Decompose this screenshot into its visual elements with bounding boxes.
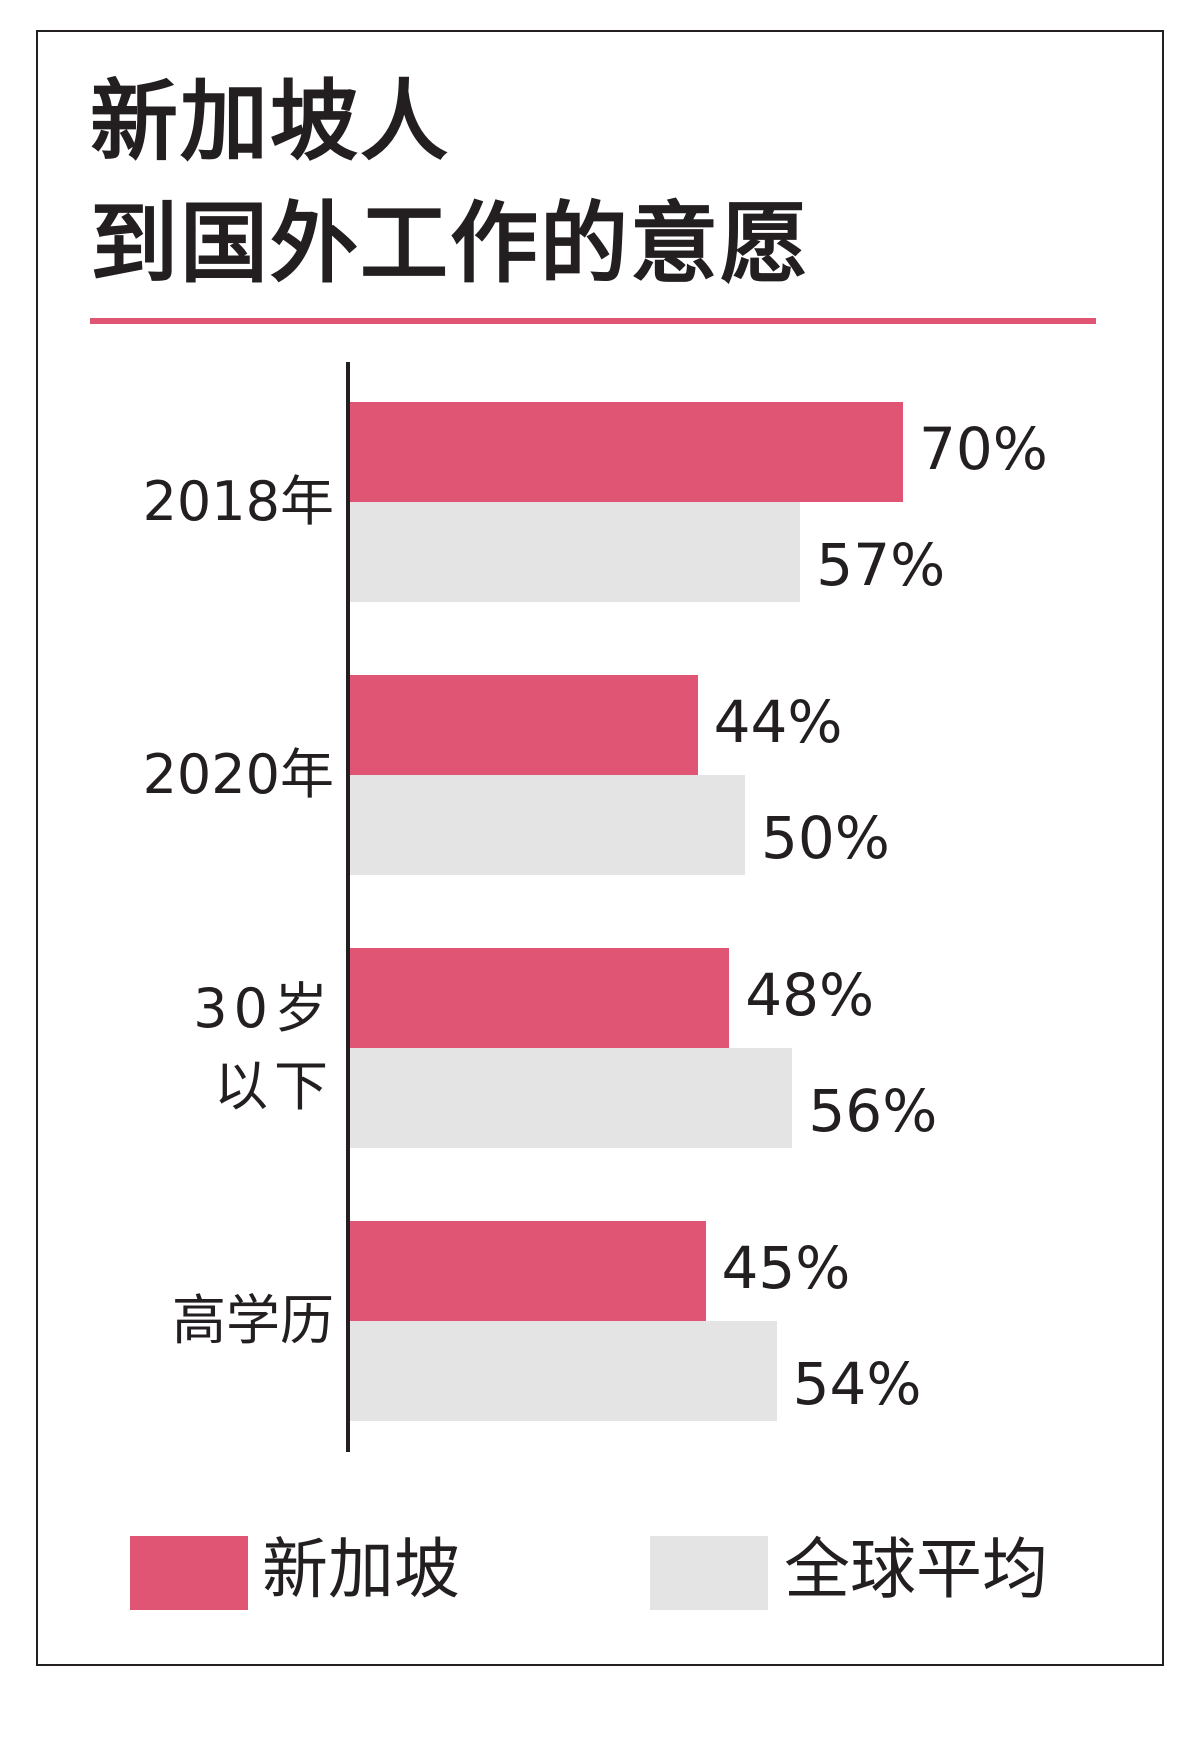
- data-label: 56%: [808, 1077, 938, 1145]
- legend-swatch-singapore: [130, 1536, 248, 1610]
- chart-title-line-2: 到国外工作的意愿: [90, 192, 811, 295]
- bar: [350, 675, 698, 775]
- legend-swatch-global-average: [650, 1536, 768, 1610]
- category-label: 2018年: [142, 470, 334, 533]
- legend-label-singapore: 新加坡: [262, 1531, 460, 1608]
- data-label: 50%: [761, 804, 890, 872]
- category-label: 高学历: [172, 1289, 334, 1352]
- data-label: 70%: [919, 415, 1048, 483]
- data-label: 48%: [745, 961, 875, 1029]
- data-label: 45%: [721, 1234, 851, 1302]
- bar: [350, 1221, 706, 1321]
- data-label: 44%: [713, 688, 843, 756]
- bar: [350, 402, 903, 502]
- bar: [350, 502, 801, 602]
- bar: [350, 775, 745, 875]
- data-label: 57%: [816, 531, 946, 599]
- y-axis-line: [346, 362, 350, 1452]
- category-label: 30岁 以下: [193, 977, 334, 1119]
- legend-label-global-average: 全球平均: [784, 1531, 1048, 1608]
- title-underline: [90, 318, 1096, 324]
- category-label: 2020年: [142, 743, 334, 806]
- bar: [350, 948, 730, 1048]
- data-label: 54%: [792, 1350, 922, 1418]
- bar: [350, 1321, 777, 1421]
- bar: [350, 1048, 793, 1148]
- chart-title-line-1: 新加坡人: [90, 70, 451, 173]
